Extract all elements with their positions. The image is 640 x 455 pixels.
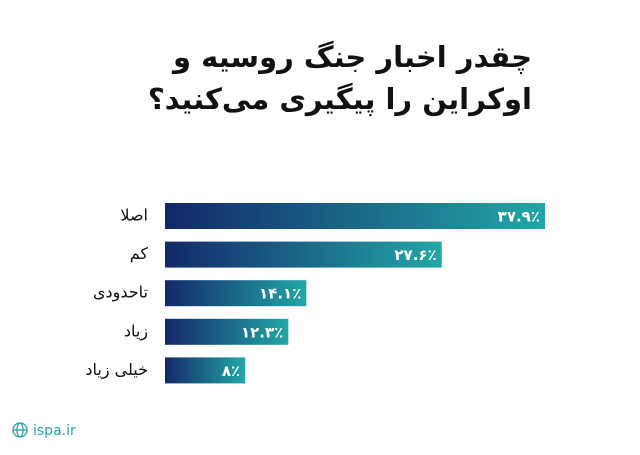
bar <box>165 203 545 229</box>
category-label: اصلا <box>120 206 148 225</box>
bar <box>165 318 289 345</box>
source: ispa.ir <box>33 423 76 439</box>
value-label: ۱۲.۳٪ <box>241 323 283 341</box>
value-label: ۲۷.۶٪ <box>394 246 436 264</box>
source-icon <box>12 422 28 438</box>
category-label: کم <box>130 244 149 263</box>
value-label: ۱۴.۱٪ <box>259 285 301 303</box>
value-label: ۸٪ <box>222 362 240 380</box>
category-label: زیاد <box>124 321 148 341</box>
category-label: خیلی زیاد <box>85 360 148 380</box>
bar <box>165 241 442 268</box>
chart-title: چقدر اخبار جنگ روسیه و اوکراین را پیگیری… <box>147 40 532 116</box>
value-label: ۳۷.۹٪ <box>498 208 540 226</box>
category-label: تاحدودی <box>93 283 148 303</box>
bar <box>165 280 307 307</box>
bar <box>165 357 246 384</box>
